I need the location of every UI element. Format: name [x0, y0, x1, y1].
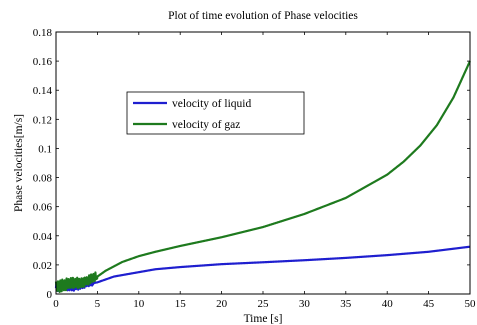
x-tick-label: 35	[340, 298, 352, 310]
legend: velocity of liquid velocity of gaz	[126, 91, 305, 135]
y-tick-label: 0.02	[33, 260, 52, 272]
legend-label-gaz: velocity of gaz	[172, 119, 240, 131]
y-tick-label: 0.1	[38, 143, 52, 155]
axes-layer: 0 5 10 15 20 25 30 35 40 45 50 0 0.02 0.04 0.06 0.08 0.1…	[33, 27, 476, 310]
x-tick-label: 40	[382, 298, 394, 310]
x-tick-label: 50	[465, 298, 477, 310]
chart-title: Plot of time evolution of Phase velociti…	[168, 10, 358, 22]
y-tick-label: 0.08	[33, 173, 53, 185]
x-axis-label: Time [s]	[244, 313, 283, 325]
series-line-liquid	[54, 245, 471, 293]
x-tick-label: 15	[175, 298, 187, 310]
x-tick-label: 45	[423, 298, 435, 310]
x-tick-label: 0	[53, 298, 59, 310]
plot-frame	[55, 31, 471, 295]
legend-label-liquid: velocity of liquid	[172, 98, 251, 110]
y-tick-label: 0.18	[33, 27, 53, 39]
x-tick-label: 20	[216, 298, 228, 310]
legend-box	[126, 91, 305, 135]
y-tick-label: 0.06	[33, 202, 53, 214]
y-tick-label: 0.16	[33, 56, 53, 68]
series-line-gaz	[54, 60, 472, 294]
x-tick-label: 30	[299, 298, 311, 310]
series-layer	[54, 60, 472, 294]
x-tick-label: 10	[133, 298, 145, 310]
y-tick-label: 0.12	[33, 114, 52, 126]
x-tick-label: 5	[95, 298, 101, 310]
x-tick-label: 25	[258, 298, 270, 310]
y-tick-label: 0.14	[33, 85, 53, 97]
y-axis-label: Phase velocities[m/s]	[13, 114, 25, 212]
y-tick-label: 0.04	[33, 231, 53, 243]
y-tick-label: 0	[47, 289, 53, 301]
